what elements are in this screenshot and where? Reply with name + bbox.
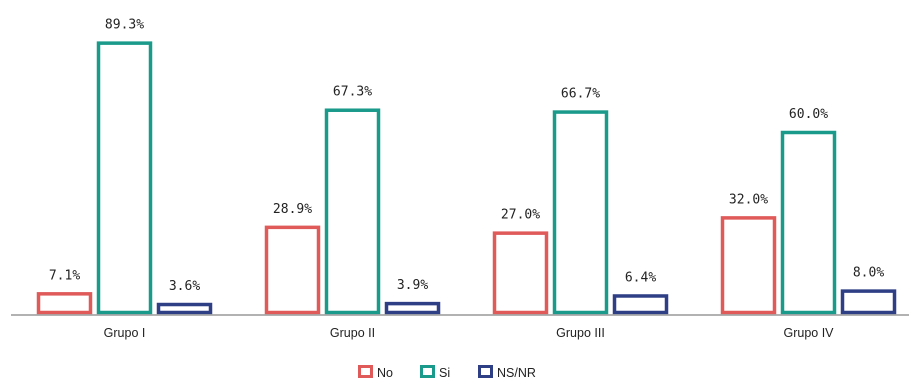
bar-no-2 <box>264 225 321 315</box>
data-label: 67.3% <box>333 85 372 100</box>
category-label: Grupo I <box>104 326 146 340</box>
bar-no-4 <box>720 216 777 315</box>
data-label: 8.0% <box>853 266 884 281</box>
legend-swatch-no <box>358 365 373 378</box>
bar-ns-nr-2 <box>384 301 441 315</box>
category-label: Grupo II <box>330 326 375 340</box>
bar-no-1 <box>36 292 93 315</box>
legend-swatch-ns-nr <box>478 365 493 378</box>
bar-ns-nr-3 <box>612 294 669 315</box>
legend: No Si NS/NR <box>358 365 536 380</box>
data-label: 66.7% <box>561 87 600 102</box>
category-label: Grupo IV <box>783 326 834 340</box>
bar-si-1 <box>96 41 153 315</box>
bar-si-3 <box>552 110 609 315</box>
bar-si-4 <box>780 130 837 315</box>
bar-ns-nr-4 <box>840 289 897 315</box>
data-label: 3.9% <box>397 278 428 293</box>
bar-ns-nr-1 <box>156 302 213 315</box>
bars-layer: 7.1% 89.3% 3.6% 28.9% 67.3% 3.9% 27.0% 66.7% 6.4… <box>36 18 897 315</box>
bar-no-3 <box>492 231 549 315</box>
legend-swatch-si <box>420 365 435 378</box>
category-label: Grupo III <box>556 326 605 340</box>
data-label: 32.0% <box>729 192 768 207</box>
data-label: 60.0% <box>789 107 828 122</box>
data-label: 7.1% <box>49 268 80 283</box>
legend-label: NS/NR <box>497 366 536 380</box>
data-label: 28.9% <box>273 202 312 217</box>
legend-label: No <box>377 366 393 380</box>
data-label: 3.6% <box>169 279 200 294</box>
data-label: 27.0% <box>501 208 540 223</box>
data-label: 6.4% <box>625 270 656 285</box>
data-label: 89.3% <box>105 18 144 33</box>
legend-label: Si <box>439 366 450 380</box>
bar-si-2 <box>324 108 381 315</box>
category-labels: Grupo I Grupo II Grupo III Grupo IV <box>104 326 835 340</box>
